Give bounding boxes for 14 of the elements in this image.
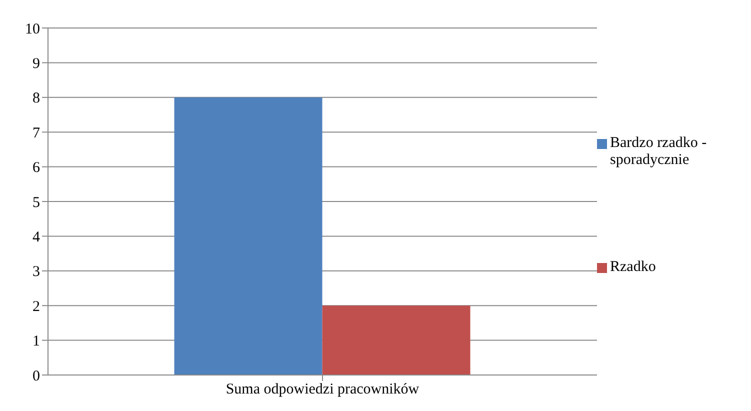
y-tick-label: 8 [32, 90, 40, 107]
y-tick-label: 9 [32, 56, 40, 72]
y-tick-label: 1 [32, 334, 40, 350]
legend-label: Bardzo rzadko - sporadycznie [610, 135, 708, 169]
x-tick-label: Suma odpowiedzi pracowników [226, 382, 420, 398]
y-tick-label: 5 [32, 194, 40, 211]
y-tick-label: 6 [32, 160, 40, 176]
y-tick-label: 0 [32, 368, 40, 384]
y-tick-label: 10 [25, 21, 40, 38]
y-tick-label: 3 [32, 264, 40, 280]
y-tick-label: 4 [32, 230, 40, 246]
y-tick-label: 2 [32, 298, 40, 315]
legend-label: Rzadko [610, 259, 656, 276]
y-tick-label: 7 [32, 125, 40, 142]
